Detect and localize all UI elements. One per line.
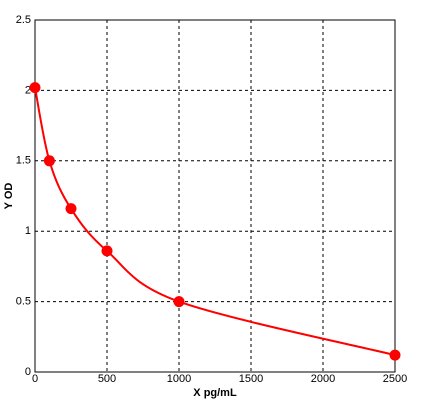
y-tick-label: 0.5 (16, 296, 31, 308)
y-tick-label: 2.5 (16, 14, 31, 26)
data-point (389, 349, 401, 361)
y-tick-label: 1 (25, 225, 31, 237)
data-point (101, 245, 113, 257)
x-tick-label: 2000 (311, 373, 335, 385)
data-point (29, 82, 41, 94)
x-tick-label: 2500 (383, 373, 407, 385)
y-tick-label: 2 (25, 84, 31, 96)
x-axis-label: X pg/mL (193, 387, 237, 399)
data-point (43, 155, 55, 167)
y-tick-label: 0 (25, 366, 31, 378)
x-tick-label: 500 (98, 373, 116, 385)
plot-border (34, 19, 396, 373)
y-axis-label: Y OD (3, 183, 15, 210)
data-point (65, 203, 77, 215)
x-tick-label: 0 (32, 373, 38, 385)
data-point (173, 296, 185, 308)
y-tick-label: 1.5 (16, 155, 31, 167)
x-tick-label: 1500 (239, 373, 263, 385)
x-tick-label: 1000 (167, 373, 191, 385)
